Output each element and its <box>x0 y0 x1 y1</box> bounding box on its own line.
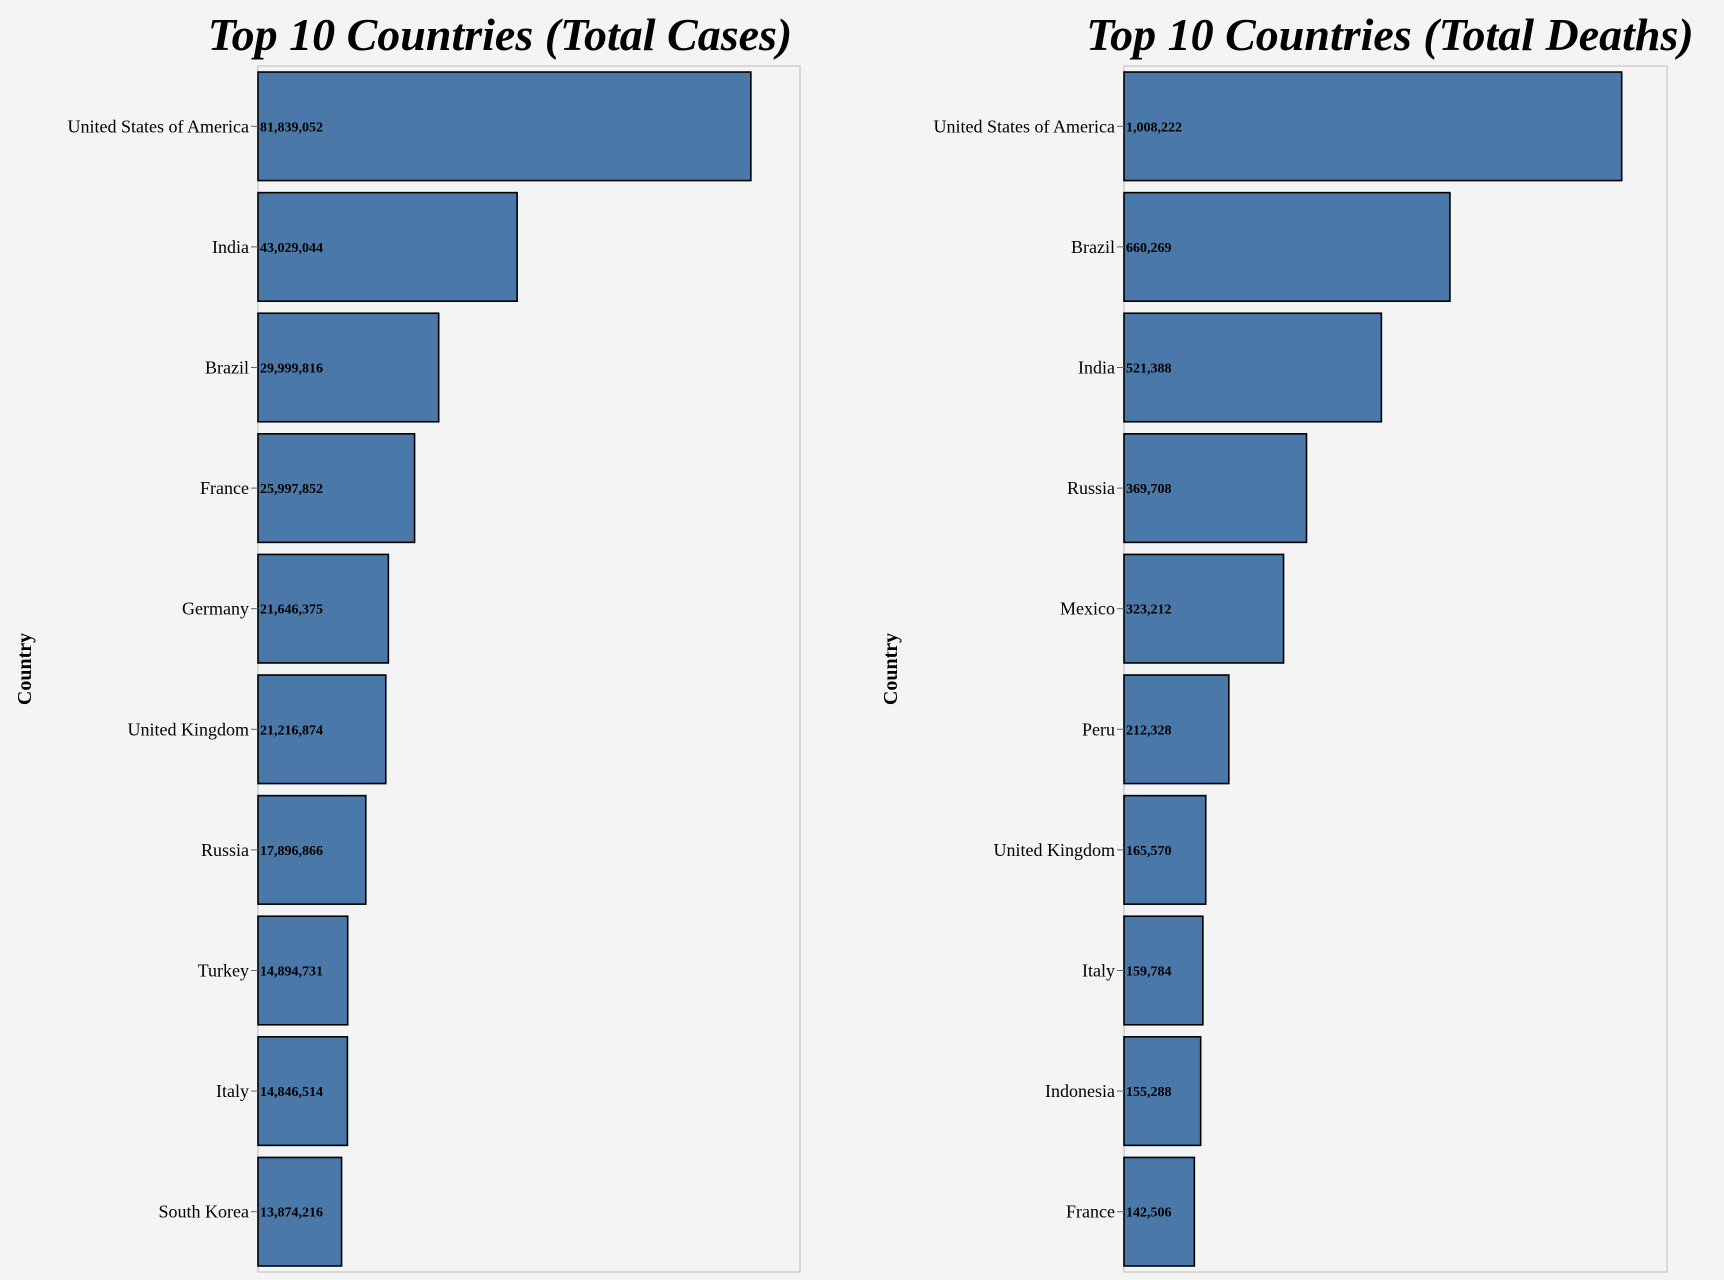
cases-y-tick-label: Russia <box>201 840 249 860</box>
cases-data-label: 17,896,866 <box>260 844 323 859</box>
deaths-y-tick-label: Indonesia <box>1045 1081 1115 1101</box>
cases-plot-frame <box>257 65 801 1273</box>
deaths-data-label: 323,212 <box>1126 603 1172 618</box>
deaths-bar <box>1123 71 1623 182</box>
cases-data-label: 13,874,216 <box>260 1206 323 1221</box>
cases-bar <box>257 553 390 664</box>
deaths-data-label: 142,506 <box>1126 1206 1172 1221</box>
cases-y-tick-label: France <box>200 478 249 498</box>
deaths-y-tick-label: United States of America <box>934 116 1115 136</box>
deaths-data-label: 369,708 <box>1126 482 1172 497</box>
deaths-y-axis-title: Country <box>880 633 902 705</box>
cases-y-tick-label: Italy <box>216 1081 249 1101</box>
deaths-bar <box>1123 553 1285 664</box>
cases-y-axis-title: Country <box>14 633 36 705</box>
cases-bar <box>257 1036 349 1147</box>
cases-chart-title: Top 10 Countries (Total Cases) <box>208 9 792 60</box>
cases-data-label: 81,839,052 <box>260 120 323 135</box>
cases-y-tick-label: India <box>212 237 249 257</box>
cases-data-label: 21,216,874 <box>260 723 323 738</box>
cases-y-tick-label: South Korea <box>159 1202 249 1222</box>
deaths-y-tick-label: Russia <box>1067 478 1115 498</box>
cases-bar <box>257 71 752 182</box>
cases-bar <box>257 674 387 785</box>
deaths-data-label: 155,288 <box>1126 1085 1172 1100</box>
cases-data-label: 21,646,375 <box>260 603 323 618</box>
deaths-bar <box>1123 433 1308 544</box>
deaths-chart-title: Top 10 Countries (Total Deaths) <box>1086 9 1693 60</box>
deaths-data-label: 159,784 <box>1126 965 1172 980</box>
deaths-data-label: 660,269 <box>1126 241 1172 256</box>
cases-y-tick-label: United States of America <box>68 116 249 136</box>
deaths-y-tick-label: Peru <box>1082 719 1115 739</box>
cases-y-tick-label: Brazil <box>205 358 249 378</box>
deaths-bar <box>1123 191 1451 302</box>
cases-y-tick-label: Germany <box>182 599 249 619</box>
deaths-plot-frame <box>1123 65 1668 1273</box>
cases-bar <box>257 915 349 1026</box>
cases-data-label: 43,029,044 <box>260 241 323 256</box>
deaths-bar <box>1123 794 1207 905</box>
cases-bar <box>257 794 367 905</box>
deaths-y-tick-label: France <box>1066 1202 1115 1222</box>
deaths-y-tick-label: Mexico <box>1060 599 1115 619</box>
deaths-bar <box>1123 1156 1196 1267</box>
cases-data-label: 25,997,852 <box>260 482 323 497</box>
cases-data-label: 14,846,514 <box>260 1085 323 1100</box>
cases-bar <box>257 312 440 423</box>
deaths-data-label: 1,008,222 <box>1126 120 1182 135</box>
deaths-data-label: 165,570 <box>1126 844 1172 859</box>
deaths-y-tick-label: India <box>1078 358 1115 378</box>
cases-data-label: 14,894,731 <box>260 965 323 980</box>
cases-bar <box>257 1156 343 1267</box>
deaths-bar <box>1123 312 1383 423</box>
deaths-data-label: 521,388 <box>1126 362 1172 377</box>
total-cases-chart: Top 10 Countries (Total Cases) Country Uni… <box>14 9 801 1273</box>
deaths-y-tick-label: United Kingdom <box>994 840 1116 860</box>
cases-y-tick-label: United Kingdom <box>128 719 250 739</box>
deaths-y-tick-label: Italy <box>1082 961 1115 981</box>
cases-bar <box>257 433 416 544</box>
deaths-data-label: 212,328 <box>1126 723 1172 738</box>
total-deaths-chart: Top 10 Countries (Total Deaths) Country Un… <box>880 9 1694 1273</box>
cases-data-label: 29,999,816 <box>260 362 323 377</box>
cases-y-tick-label: Turkey <box>198 961 249 981</box>
deaths-bar <box>1123 674 1230 785</box>
deaths-y-tick-label: Brazil <box>1071 237 1115 257</box>
